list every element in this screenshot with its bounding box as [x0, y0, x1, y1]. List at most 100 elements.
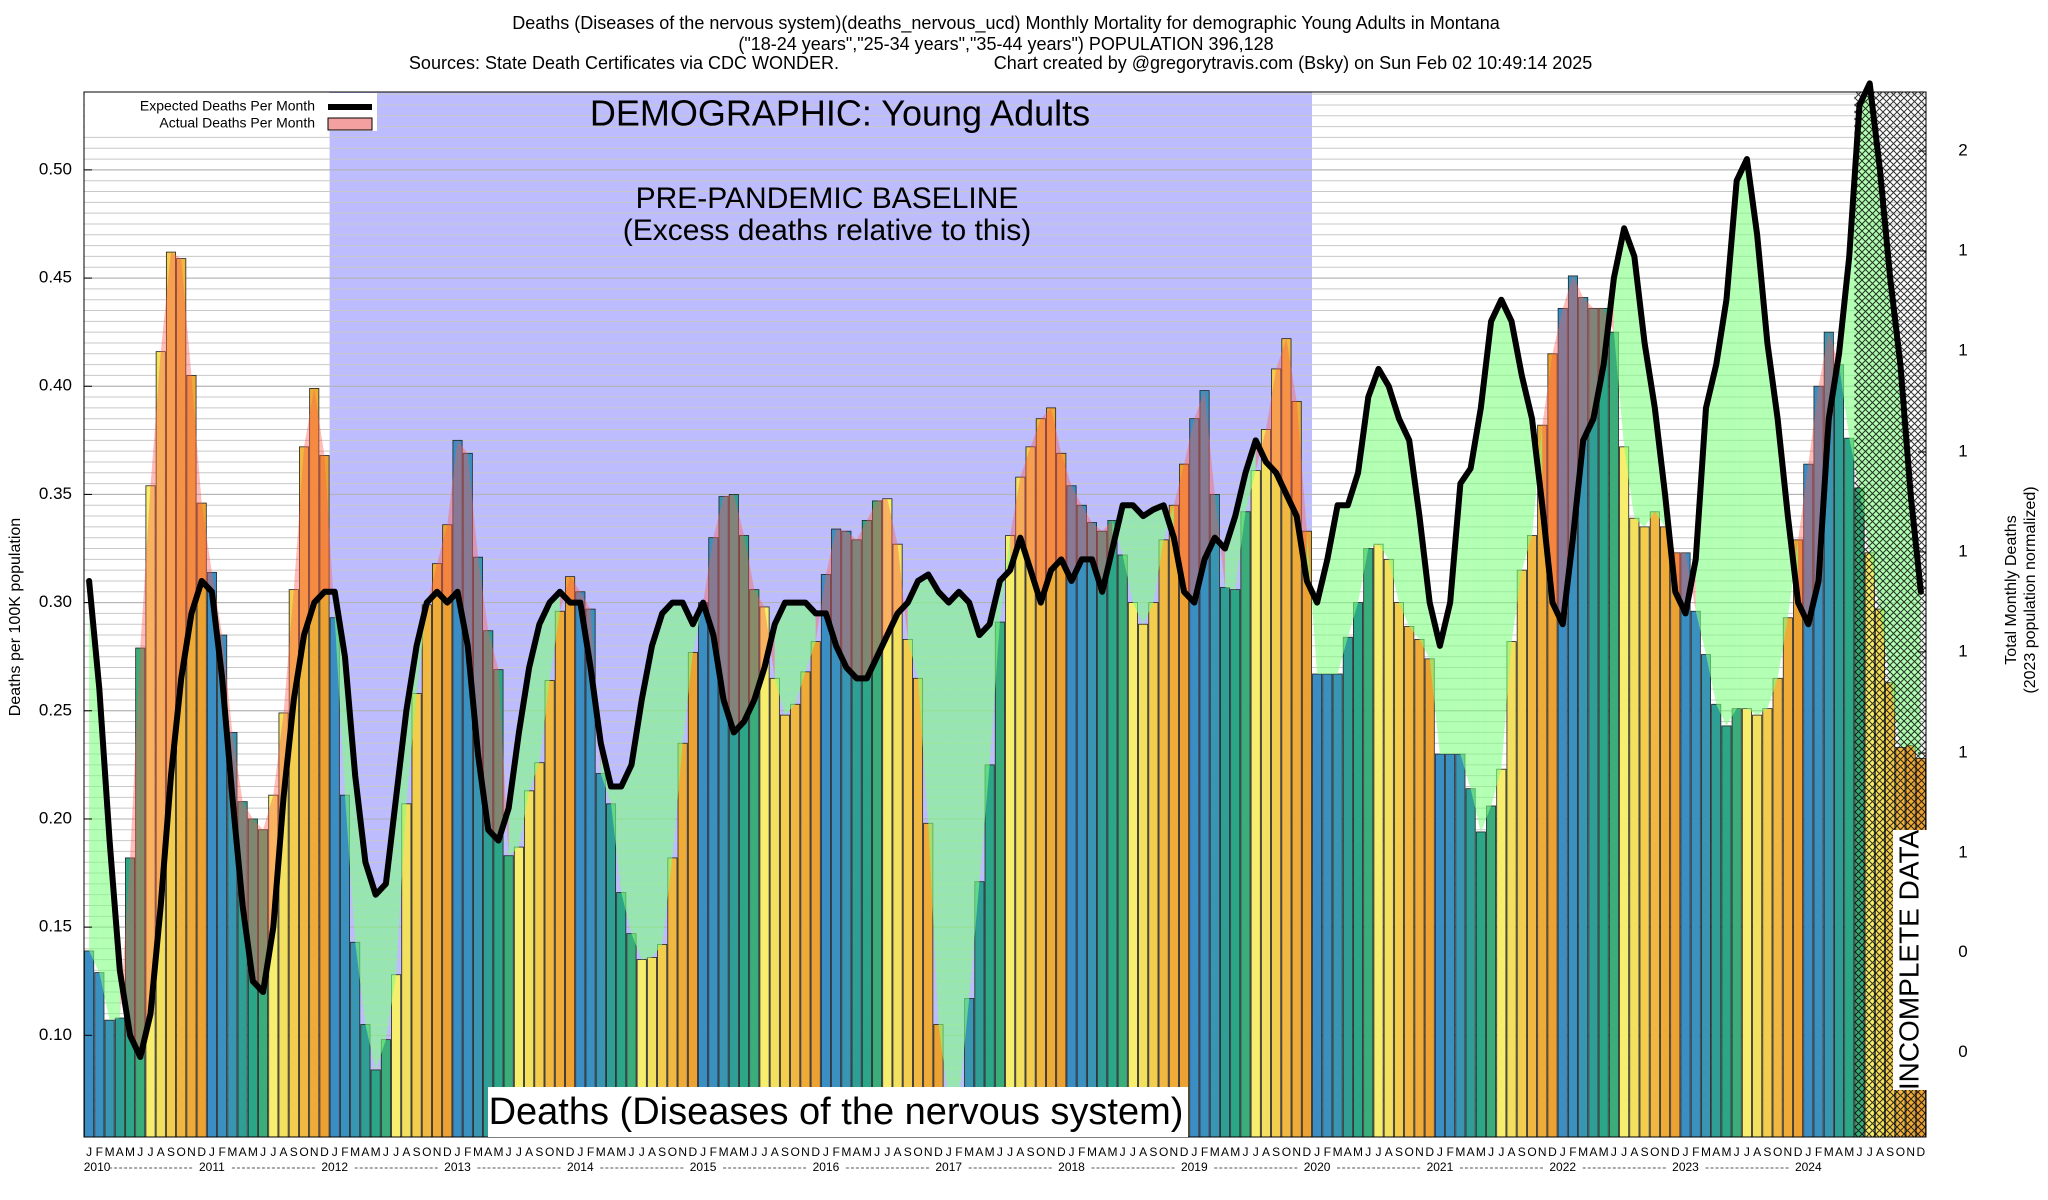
- bar: [1005, 535, 1016, 1138]
- x-tick-label: N: [1784, 1145, 1793, 1159]
- bar: [1373, 543, 1384, 1138]
- x-tick-label: A: [648, 1145, 656, 1159]
- y-tick-label: 0.30: [39, 592, 72, 611]
- bar: [1700, 654, 1712, 1138]
- x-tick-label: M: [493, 1145, 503, 1159]
- bar: [1588, 307, 1599, 1138]
- x-tick-label: D: [1180, 1145, 1189, 1159]
- x-tick-label: A: [484, 1145, 492, 1159]
- year-label: 2017: [935, 1160, 962, 1174]
- x-tick-label: A: [116, 1145, 124, 1159]
- year-label: 2012: [321, 1160, 348, 1174]
- excess-area: [1296, 401, 1307, 581]
- x-tick-label: J: [700, 1145, 706, 1159]
- x-tick-label: M: [473, 1145, 483, 1159]
- excess-area: [140, 485, 151, 1057]
- excess-area: [426, 563, 438, 605]
- bar: [1076, 504, 1087, 1138]
- bar: [1414, 638, 1425, 1138]
- x-tick-label: O: [1650, 1145, 1659, 1159]
- y-tick-label: 0.50: [39, 159, 72, 178]
- x-tick-label: F: [710, 1145, 717, 1159]
- excess-area: [856, 520, 867, 679]
- x-tick-label: D: [934, 1145, 943, 1159]
- deficit-area: [1337, 505, 1348, 674]
- deficit-area: [1767, 342, 1778, 709]
- x-tick-label: N: [1538, 1145, 1547, 1159]
- x-tick-label: S: [535, 1145, 543, 1159]
- bar: [1353, 602, 1364, 1138]
- x-tick-label: J: [1683, 1145, 1689, 1159]
- deficit-area: [958, 591, 970, 1101]
- bar: [1312, 673, 1323, 1138]
- x-tick-label: D: [811, 1145, 820, 1159]
- deficit-area: [1153, 505, 1164, 603]
- x-tick-label: J: [1744, 1145, 1750, 1159]
- bar: [1434, 753, 1445, 1138]
- deficit-area: [1480, 321, 1492, 832]
- bar: [1649, 511, 1660, 1138]
- x-tick-label: S: [1027, 1145, 1035, 1159]
- x-tick-label: S: [167, 1145, 175, 1159]
- year-label: 2013: [444, 1160, 471, 1174]
- bar: [1598, 307, 1609, 1138]
- bar: [432, 563, 443, 1138]
- deficit-area: [375, 883, 386, 1070]
- deficit-area: [1235, 472, 1246, 590]
- x-tick-label: A: [853, 1145, 861, 1159]
- year-label: 2021: [1427, 1160, 1454, 1174]
- bar: [104, 1019, 115, 1138]
- x-tick-label: J: [884, 1145, 890, 1159]
- x-tick-label: J: [577, 1145, 583, 1159]
- x-tick-label: F: [341, 1145, 348, 1159]
- x-tick-label: J: [628, 1145, 634, 1159]
- x-tick-label: D: [1917, 1145, 1926, 1159]
- deficit-area: [1358, 397, 1369, 603]
- bar: [1772, 677, 1783, 1138]
- deficit-area: [651, 613, 663, 958]
- x-tick-label: M: [1476, 1145, 1486, 1159]
- deficit-area: [948, 591, 959, 1101]
- x-tick-label: A: [1835, 1145, 1843, 1159]
- deficit-area: [692, 602, 704, 653]
- excess-area: [130, 648, 141, 1057]
- y-tick-label: 0.10: [39, 1025, 72, 1044]
- year-label: 2020: [1304, 1160, 1331, 1174]
- x-tick-label: J: [997, 1145, 1003, 1159]
- x-tick-label: A: [1508, 1145, 1516, 1159]
- deficit-area: [385, 797, 397, 1040]
- x-tick-label: N: [433, 1145, 442, 1159]
- excess-area: [1276, 338, 1287, 495]
- chart-subtitle: ("18-24 years","25-34 years","35-44 year…: [738, 34, 1273, 54]
- x-tick-label: J: [270, 1145, 276, 1159]
- bar: [1445, 753, 1456, 1138]
- x-tick-label: S: [781, 1145, 789, 1159]
- bar: [994, 621, 1005, 1138]
- y2-tick-label: 1: [1958, 541, 1967, 560]
- deficit-area: [907, 580, 919, 679]
- bar: [810, 641, 821, 1138]
- deficit-area: [1501, 299, 1512, 770]
- excess-area: [437, 524, 448, 603]
- bar: [442, 524, 453, 1138]
- excess-area: [897, 544, 908, 640]
- year-label: 2016: [813, 1160, 840, 1174]
- x-tick-label: S: [290, 1145, 298, 1159]
- deficit-area: [784, 602, 796, 716]
- x-tick-label: F: [218, 1145, 225, 1159]
- excess-area: [1552, 308, 1563, 625]
- x-tick-label: S: [1395, 1145, 1403, 1159]
- x-tick-label: O: [545, 1145, 554, 1159]
- deficit-area: [1491, 299, 1502, 806]
- deficit-area: [672, 602, 683, 858]
- x-tick-label: A: [894, 1145, 902, 1159]
- x-tick-label: S: [1641, 1145, 1649, 1159]
- y2-tick-label: 1: [1958, 340, 1967, 359]
- x-tick-label: J: [455, 1145, 461, 1159]
- bar: [820, 574, 831, 1138]
- x-tick-label: A: [1467, 1145, 1475, 1159]
- deficit-area: [641, 645, 652, 960]
- deficit-area: [1716, 299, 1727, 726]
- credit: Chart created by @gregorytravis.com (Bsk…: [994, 53, 1593, 73]
- excess-area: [150, 351, 161, 1014]
